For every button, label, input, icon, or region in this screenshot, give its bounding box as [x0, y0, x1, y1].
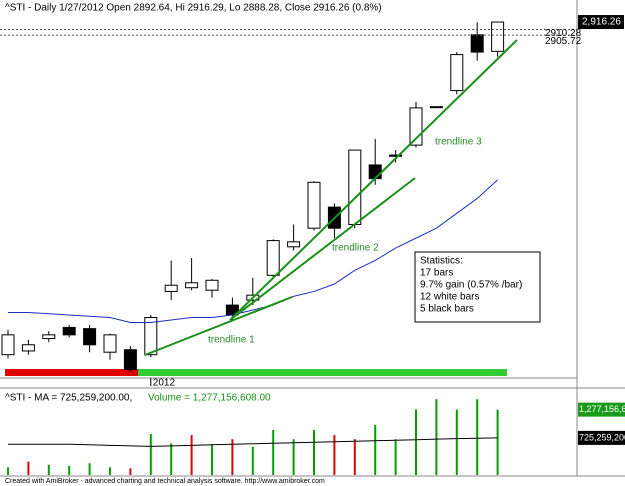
trendline: [144, 296, 293, 356]
trendline-label: trendline 1: [208, 335, 255, 346]
statistics-line: 12 white bars: [420, 292, 479, 303]
price-label-box: [578, 402, 625, 417]
chart-title: ^STI - Daily 1/27/2012 Open 2892.64, Hi …: [5, 3, 382, 14]
statistics-line: 9.7% gain (0.57% /bar): [420, 280, 522, 291]
candle-body: [103, 334, 117, 353]
candle-body: [21, 344, 35, 352]
trendlines: trendline 1 trendline 2 trendline 3: [144, 39, 518, 356]
price-label: 2910.28: [545, 28, 582, 39]
volume-title: Volume = 1,277,156,608.00: [148, 393, 271, 404]
candle-body: [205, 279, 219, 291]
candle-body: [491, 21, 505, 52]
statistics-box: [414, 251, 541, 323]
candle-body: [123, 349, 137, 371]
statistics-line: 17 bars: [420, 268, 453, 279]
trendline: [229, 39, 518, 321]
price-label-box: [578, 430, 625, 445]
candle-body: [266, 240, 280, 276]
volume-title: ^STI - MA = 725,259,200.00,: [5, 393, 132, 404]
candle-body: [450, 54, 464, 92]
footer: Created with AmiBroker - advanced charti…: [5, 478, 325, 485]
statistics-line: 5 black bars: [420, 304, 474, 315]
candle-body: [164, 284, 178, 292]
candle-body: [389, 154, 403, 157]
candle-body: [348, 149, 362, 225]
candles: [1, 21, 505, 373]
statistics-line: Statistics:: [420, 256, 463, 267]
trendline-label: trendline 2: [332, 243, 379, 254]
volume-ma: [8, 437, 498, 447]
period-bar: [5, 369, 138, 376]
price-label: 2,916.26: [582, 17, 621, 28]
candle-body: [307, 181, 321, 229]
price-label-box: [578, 15, 624, 30]
trendline: [229, 177, 416, 321]
candle-body: [287, 241, 301, 248]
price-label: 2905.72: [545, 36, 582, 47]
candle-body: [1, 334, 15, 356]
price-label: 1,277,156,608: [579, 404, 625, 414]
candle-body: [62, 326, 76, 336]
candle-body: [83, 328, 97, 346]
candle-body: [470, 34, 484, 53]
trendline-label: trendline 3: [435, 137, 482, 148]
candle-body: [368, 164, 382, 180]
candle-body: [144, 316, 158, 356]
candle-body: [42, 334, 56, 340]
moving-average: [8, 179, 498, 323]
candle-body: [429, 106, 443, 109]
x-tick-label: 2012: [153, 378, 176, 389]
candle-body: [185, 282, 199, 289]
period-bar: [138, 369, 507, 376]
price-label: 725,259,200: [579, 432, 625, 442]
